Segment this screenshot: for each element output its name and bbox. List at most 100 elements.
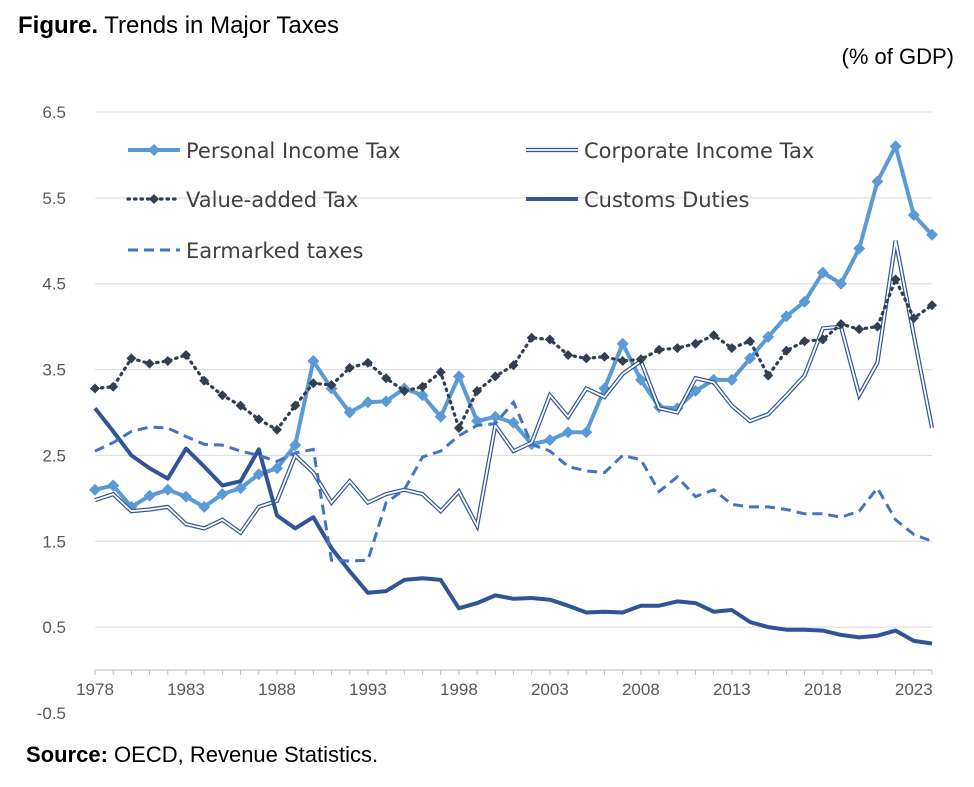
data-point <box>307 355 320 367</box>
y-tick-label: 3.5 <box>42 361 66 380</box>
series-line <box>93 275 934 433</box>
data-point <box>781 345 792 356</box>
data-point <box>272 424 282 435</box>
series-lines <box>89 140 938 646</box>
data-point <box>149 194 159 204</box>
x-tick-label: 1993 <box>349 680 387 699</box>
x-tick-label: 2003 <box>531 680 569 699</box>
figure-label: Figure. <box>18 12 99 39</box>
data-point <box>217 390 228 401</box>
data-point <box>235 400 246 411</box>
data-point <box>816 266 829 279</box>
data-point <box>381 373 392 384</box>
data-point <box>452 370 465 383</box>
axes <box>94 669 933 676</box>
legend-item: Value-added Tax <box>126 188 358 212</box>
data-point <box>380 395 393 408</box>
legend: Personal Income Tax Corporate Income Tax V… <box>126 139 814 263</box>
data-point <box>361 396 374 409</box>
data-point <box>780 310 793 323</box>
data-point <box>581 353 592 364</box>
x-tick-label: 1998 <box>440 680 478 699</box>
data-point <box>544 334 555 345</box>
data-point <box>835 277 847 290</box>
data-point <box>762 330 775 343</box>
series-line <box>94 399 933 563</box>
data-point <box>508 360 519 371</box>
line-chart: 6.5 5.5 4.5 3.5 2.5 1.5 0.5 -0.5 1978 1983 1988 199… <box>37 103 938 723</box>
tick-labels: 6.5 5.5 4.5 3.5 2.5 1.5 0.5 -0.5 1978 1983 1988 199… <box>37 103 933 723</box>
y-tick-label: 6.5 <box>42 103 66 122</box>
unit-label: (% of GDP) <box>841 44 954 69</box>
source-label: Source: <box>26 742 108 767</box>
legend-item: Customs Duties <box>526 188 749 212</box>
data-point <box>526 332 537 343</box>
data-point <box>908 313 919 324</box>
data-point <box>144 358 155 369</box>
data-point <box>344 362 355 373</box>
y-tick-label: -0.5 <box>37 704 66 723</box>
data-point <box>362 357 373 368</box>
y-tick-label: 4.5 <box>42 275 66 294</box>
source-note: Source: OECD, Revenue Statistics. <box>26 742 378 768</box>
data-point <box>798 295 811 308</box>
series-value-added-tax <box>90 274 937 435</box>
data-point <box>871 175 884 188</box>
y-tick-label: 2.5 <box>42 446 66 465</box>
legend-label: Personal Income Tax <box>186 139 401 163</box>
data-point <box>416 389 429 402</box>
data-point <box>926 228 938 241</box>
data-point <box>654 344 665 355</box>
data-point <box>580 426 593 439</box>
legend-item: Earmarked taxes <box>128 239 363 263</box>
data-point <box>326 380 337 390</box>
x-tick-label: 2013 <box>713 680 751 699</box>
x-tick-label: 2018 <box>804 680 842 699</box>
data-point <box>289 439 302 452</box>
series-line-inner <box>94 240 933 534</box>
legend-label: Earmarked taxes <box>186 239 363 263</box>
data-point <box>399 386 410 396</box>
series-line <box>93 406 933 646</box>
data-point <box>744 352 756 365</box>
data-point <box>161 483 174 496</box>
data-point <box>89 483 101 496</box>
data-point <box>562 426 575 439</box>
data-point <box>854 324 865 335</box>
data-point <box>199 375 210 386</box>
data-point <box>198 500 211 513</box>
data-point <box>489 410 502 423</box>
data-point <box>836 319 846 330</box>
data-point <box>927 300 937 311</box>
data-point <box>143 489 156 502</box>
data-point <box>763 370 774 381</box>
series-customs-duties <box>93 406 933 646</box>
data-point <box>634 373 647 386</box>
data-point <box>434 410 447 423</box>
data-point <box>872 321 883 332</box>
data-point <box>726 343 737 354</box>
figure-title: Figure. Trends in Major Taxes <box>18 12 339 40</box>
data-point <box>599 351 610 362</box>
y-tick-label: 0.5 <box>42 618 66 637</box>
data-point <box>889 140 902 153</box>
data-point <box>107 479 120 492</box>
data-point <box>216 488 229 501</box>
data-point <box>125 500 138 513</box>
series-earmarked-taxes <box>94 399 933 563</box>
data-point <box>148 144 160 156</box>
data-point <box>907 209 920 221</box>
legend-label: Value-added Tax <box>186 188 358 212</box>
series-corporate-income-tax <box>94 240 935 536</box>
data-point <box>453 423 464 433</box>
y-tick-label: 1.5 <box>42 532 66 551</box>
data-point <box>672 343 683 354</box>
data-point <box>290 400 301 411</box>
data-point <box>616 337 629 350</box>
data-point <box>725 373 738 386</box>
legend-label: Customs Duties <box>584 188 749 212</box>
data-point <box>126 353 137 364</box>
x-tick-label: 1983 <box>167 680 205 699</box>
data-point <box>617 356 628 366</box>
data-point <box>308 378 319 389</box>
